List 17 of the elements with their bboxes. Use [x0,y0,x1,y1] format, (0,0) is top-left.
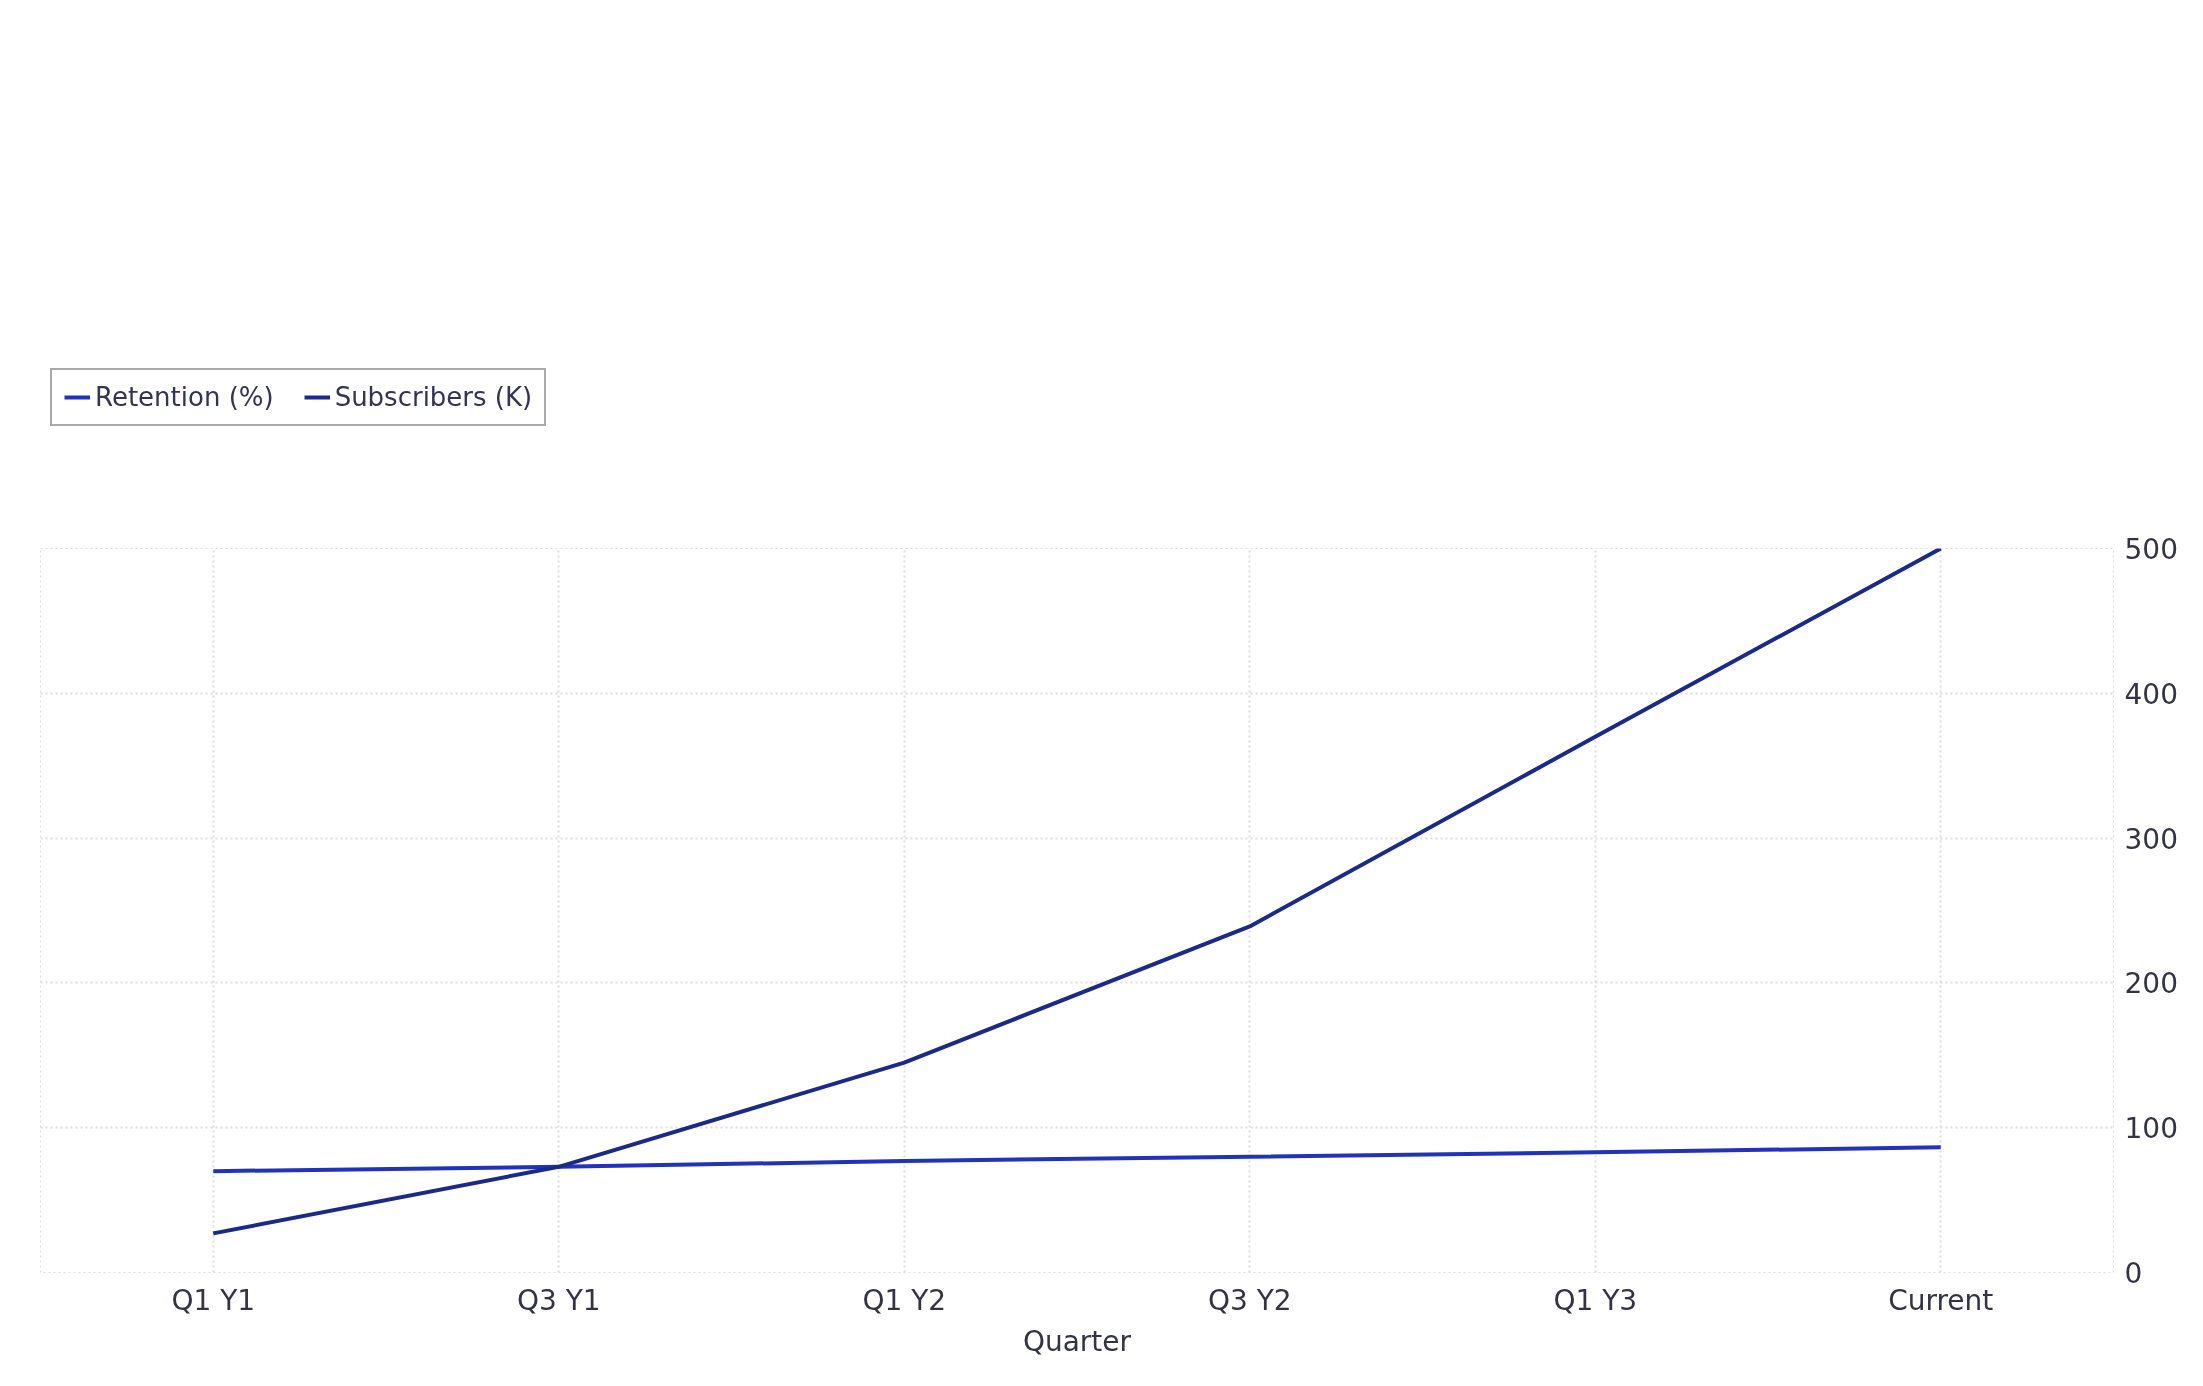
x-tick-label: Q3 Y1 [516,1283,601,1317]
y-tick-label: 200 [2124,967,2178,1001]
x-tick-label: Q1 Y1 [171,1283,256,1317]
x-axis-title: Quarter [1022,1324,1132,1358]
y-tick-label: 300 [2124,822,2178,856]
x-tick-label: Q1 Y2 [862,1283,947,1317]
line-series [211,548,1943,1236]
x-tick-label: Q3 Y2 [1207,1283,1292,1317]
y-tick-label: 100 [2124,1112,2178,1146]
x-tick-label: Q1 Y3 [1553,1283,1638,1317]
legend-label: Subscribers (K) [334,381,533,412]
line-series [211,1145,1943,1174]
x-tick-label: Current [1888,1283,1994,1317]
y-tick-label: 400 [2124,677,2178,711]
y-tick-label: 0 [2124,1257,2143,1290]
y-tick-label: 500 [2124,533,2178,566]
legend-label: Retention (%) [95,381,274,412]
